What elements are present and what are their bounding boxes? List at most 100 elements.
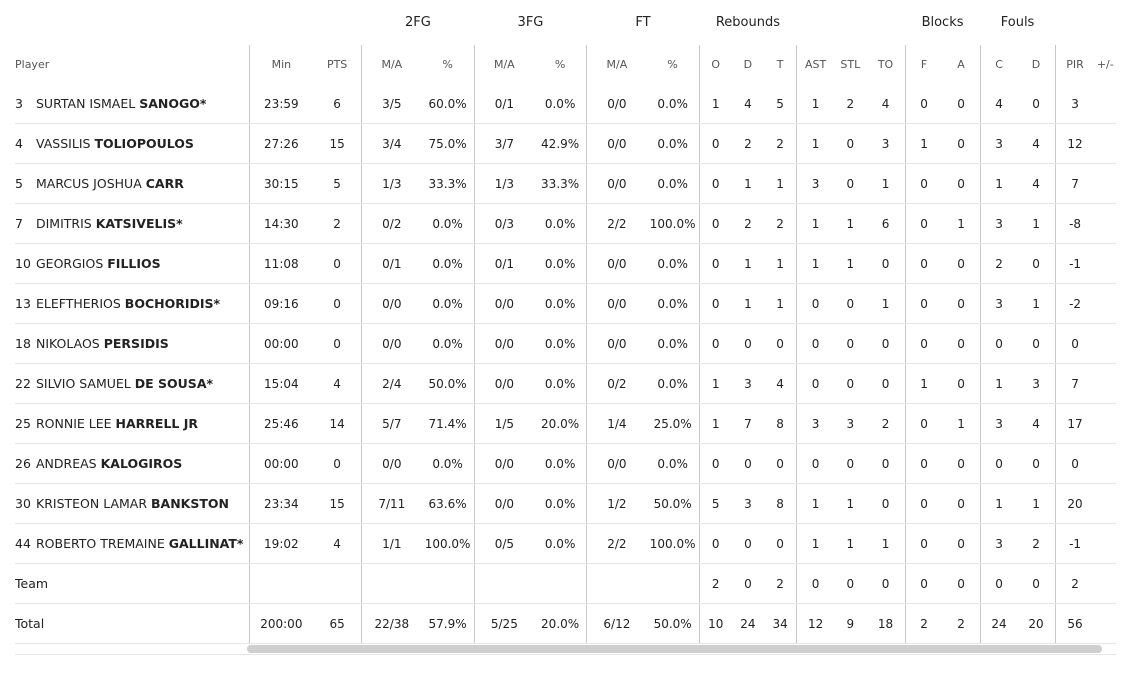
stat-cell: 0 [834, 443, 867, 484]
stat-cell: 6 [313, 84, 362, 124]
stat-cell: 1 [942, 203, 981, 244]
stat-cell: 0 [698, 163, 732, 204]
stat-cell: 3 [834, 403, 867, 444]
stat-cell: 0/1 [361, 243, 422, 284]
player-first-name: NIKOLAOS [36, 336, 100, 351]
stat-cell: 1/4 [586, 403, 647, 444]
stat-cell: 5/25 [473, 603, 534, 644]
stat-cell: 20 [1017, 603, 1056, 644]
stat-cell: 0.0% [534, 84, 587, 124]
player-row: 26 ANDREAS KALOGIROS 00:00 0 0/0 0.0% 0/0 0.0% 0… [15, 443, 1116, 484]
stat-cell: 14:30 [248, 203, 314, 244]
player-number: 3 [15, 96, 23, 111]
stat-cell: 0/0 [473, 443, 534, 484]
stat-cell: 1 [834, 243, 867, 284]
stat-cell: 0 [1017, 323, 1056, 364]
stat-cell: 1/3 [473, 163, 534, 204]
stat-cell: 33.3% [421, 163, 475, 204]
group-fouls: Fouls [1000, 15, 1035, 30]
player-row: 7 DIMITRIS KATSIVELIS* 14:30 2 0/2 0.0% 0/3 0.0… [15, 203, 1116, 244]
player-number: 22 [15, 376, 31, 391]
column-header: Min [248, 45, 314, 84]
stat-cell: 0 [731, 563, 765, 604]
stat-cell: 0 [942, 523, 981, 564]
stat-cell: 0 [698, 203, 732, 244]
stat-cell: 1 [796, 523, 835, 564]
plus-minus-cell [1094, 563, 1116, 604]
stat-cell: 1 [698, 403, 732, 444]
horizontal-scrollbar[interactable] [247, 645, 1102, 653]
stat-cell: 18 [866, 603, 906, 644]
stat-cell: 4 [866, 84, 906, 124]
column-header: % [442, 58, 453, 71]
stat-cell: 2 [731, 203, 765, 244]
stat-cell: 1 [979, 363, 1018, 404]
stat-cell: 0 [796, 563, 835, 604]
total-label: Total [15, 603, 250, 644]
player-first-name: GEORGIOS [36, 256, 104, 271]
stat-cell: 3 [1054, 84, 1095, 124]
player-last-name: SANOGO* [139, 96, 207, 111]
stat-cell: 1/2 [586, 483, 647, 524]
stat-cell: 0 [979, 443, 1018, 484]
stat-cell: 2 [1017, 523, 1056, 564]
stat-cell: 200:00 [248, 603, 314, 644]
stat-cell: 8 [764, 403, 797, 444]
stat-cell: 1 [904, 363, 943, 404]
player-name-cell: 18 NIKOLAOS PERSIDIS [15, 323, 250, 364]
plus-minus-cell [1094, 203, 1116, 244]
stat-cell: 0/0 [586, 84, 647, 124]
stat-cell: 2 [731, 123, 765, 164]
player-name-cell: 25 RONNIE LEE HARRELL JR [15, 403, 250, 444]
stat-cell [361, 563, 422, 604]
stat-cell: 1 [796, 84, 835, 124]
column-header: PTS [326, 58, 348, 71]
stat-cell: 0 [942, 363, 981, 404]
stat-cell: 30:15 [248, 163, 314, 204]
stat-cell: 0 [866, 323, 906, 364]
stat-cell: 0 [834, 563, 867, 604]
stat-cell: 0 [942, 323, 981, 364]
stat-cell: 0 [1054, 323, 1095, 364]
stat-cell: 0.0% [646, 123, 700, 164]
stat-cell: 0 [904, 84, 943, 124]
stat-cell: 42.9% [534, 123, 587, 164]
player-name-cell: 5 MARCUS JOSHUA CARR [15, 163, 250, 204]
player-name-cell: 22 SILVIO SAMUEL DE SOUSA* [15, 363, 250, 404]
stat-cell: 0 [904, 483, 943, 524]
plus-minus-cell [1094, 323, 1116, 364]
stat-cell: 0 [313, 243, 362, 284]
player-row: 22 SILVIO SAMUEL DE SOUSA* 15:04 4 2/4 50.0% 0… [15, 363, 1116, 404]
player-last-name: FILLIOS [107, 256, 161, 271]
stat-cell: 5/7 [361, 403, 422, 444]
stat-cell: 5 [764, 84, 797, 124]
stat-cell: 15:04 [248, 363, 314, 404]
stat-cell: 10 [698, 603, 732, 644]
stat-cell: 0 [834, 323, 867, 364]
stat-cell: -1 [1054, 523, 1095, 564]
player-row: 18 NIKOLAOS PERSIDIS 00:00 0 0/0 0.0% 0/0 0.0% 0… [15, 323, 1116, 364]
column-header: STL [840, 58, 861, 71]
stat-cell: 0.0% [421, 323, 475, 364]
plus-minus-cell [1094, 123, 1116, 164]
column-group-header-row: 2FG 3FG FT Rebounds Blocks Fouls [15, 0, 1116, 45]
stat-cell: 0 [731, 323, 765, 364]
column-header: C [979, 45, 1018, 84]
stat-cell: 23:59 [248, 84, 314, 124]
stat-cell: 0 [866, 363, 906, 404]
stat-cell: 0.0% [646, 443, 700, 484]
stat-cell: 3/4 [361, 123, 422, 164]
stat-cell: 0 [313, 443, 362, 484]
stat-cell: 14 [313, 403, 362, 444]
stat-cell: 0 [904, 203, 943, 244]
stat-cell: 0.0% [646, 283, 700, 324]
player-last-name: BOCHORIDIS* [124, 296, 221, 311]
total-row: Total 200:00 65 22/38 57.9% 5/25 20.0% 6/12 50.0… [15, 603, 1116, 644]
player-first-name: ROBERTO TREMAINE [36, 536, 165, 551]
stat-cell: 0/5 [473, 523, 534, 564]
stat-cell: 0 [698, 283, 732, 324]
stat-cell: 3 [979, 403, 1018, 444]
column-header: Player [15, 58, 50, 71]
stat-cell: 0.0% [421, 203, 475, 244]
stat-cell: 0 [942, 483, 981, 524]
